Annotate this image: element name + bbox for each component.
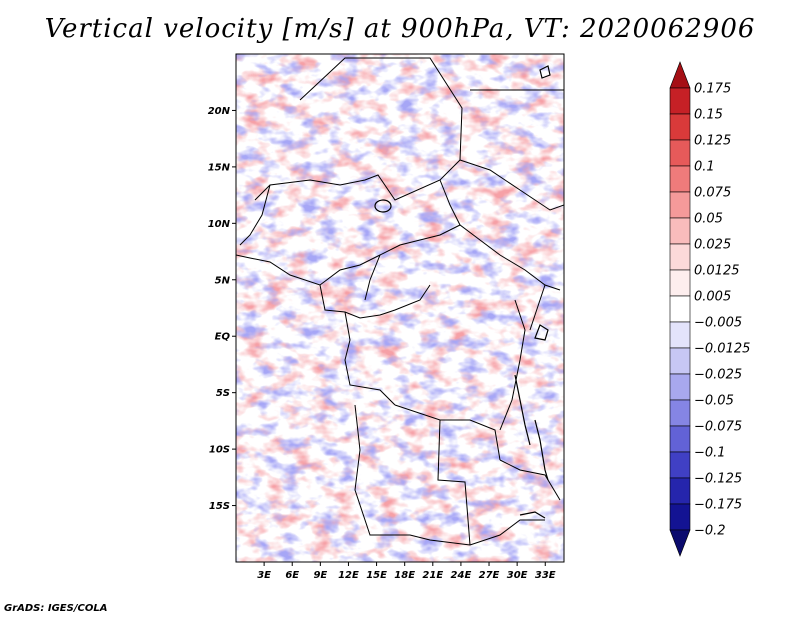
lat-label: 10S: [209, 445, 230, 456]
lon-label: 24E: [451, 570, 472, 581]
grads-credit: GrADS: IGES/COLA: [4, 603, 108, 614]
lat-label: 5N: [215, 275, 231, 286]
colorbar-swatch: [669, 295, 691, 323]
colorbar-swatch: [669, 451, 691, 479]
colorbar-label: 0.0125: [694, 264, 740, 279]
colorbar-swatch: [669, 61, 691, 89]
colorbar-swatch: [669, 269, 691, 297]
colorbar-swatch: [669, 399, 691, 427]
colorbar-label: 0.125: [694, 134, 731, 149]
colorbar-swatch: [669, 87, 691, 115]
colorbar-swatch: [669, 503, 691, 531]
lon-label: 15E: [366, 570, 387, 581]
latitude-axis: 20N 15N 10N 5N EQ 5S 10S 15S: [208, 106, 236, 512]
lat-label: 15N: [208, 162, 231, 173]
colorbar-label: −0.125: [694, 472, 742, 487]
lon-label: 30E: [507, 570, 528, 581]
lon-label: 33E: [535, 570, 556, 581]
lon-label: 21E: [422, 570, 443, 581]
colorbar-label: −0.075: [694, 420, 742, 435]
colorbar-swatch: [669, 477, 691, 505]
colorbar-swatch: [669, 373, 691, 401]
lat-label: 15S: [209, 501, 230, 512]
lat-label: EQ: [215, 332, 231, 343]
lon-label: 18E: [394, 570, 415, 581]
lat-label: 20N: [208, 106, 231, 117]
colorbar-swatch: [669, 139, 691, 167]
colorbar-label: 0.075: [694, 186, 731, 201]
map-panel: [235, 53, 565, 563]
lat-label: 5S: [216, 388, 230, 399]
colorbar-label: 0.025: [694, 238, 731, 253]
lat-label: 10N: [208, 219, 231, 230]
colorbar-swatch: [669, 425, 691, 453]
colorbar-label: −0.025: [694, 368, 742, 383]
colorbar-swatch: [669, 347, 691, 375]
lakes: [374, 65, 551, 519]
lon-label: 3E: [257, 570, 271, 581]
chart-title: Vertical velocity [m/s] at 900hPa, VT: 2…: [44, 14, 756, 44]
colorbar-label: −0.175: [694, 498, 742, 513]
lon-label: 6E: [285, 570, 299, 581]
colorbar-label: 0.1: [694, 160, 715, 175]
colorbar-swatch: [669, 243, 691, 271]
colorbar-swatch: [669, 113, 691, 141]
lon-label: 9E: [313, 570, 327, 581]
colorbar-label: −0.1: [694, 446, 726, 461]
colorbar-label: 0.175: [694, 82, 731, 97]
colorbar-swatch: [669, 191, 691, 219]
colorbar-swatch: [669, 165, 691, 193]
colorbar-label: −0.0125: [694, 342, 750, 357]
longitude-axis: 3E 6E 9E 12E 15E 18E 21E 24E 27E 30E 33E: [257, 562, 556, 581]
colorbar-label: 0.05: [694, 212, 723, 227]
lon-label: 27E: [479, 570, 500, 581]
lon-label: 12E: [338, 570, 359, 581]
colorbar-swatch: [669, 321, 691, 349]
colorbar-label: 0.005: [694, 290, 731, 305]
colorbar-swatch: [669, 529, 691, 557]
colorbar-label: 0.15: [694, 108, 723, 123]
colorbar-swatch: [669, 217, 691, 245]
colorbar-label: −0.005: [694, 316, 742, 331]
colorbar: 0.175 0.15 0.125 0.1 0.075 0.05 0.025 0.0125 0.0…: [669, 61, 750, 557]
country-boundaries: [236, 57, 564, 546]
colorbar-label: −0.05: [694, 394, 734, 409]
colorbar-label: −0.2: [694, 524, 726, 539]
